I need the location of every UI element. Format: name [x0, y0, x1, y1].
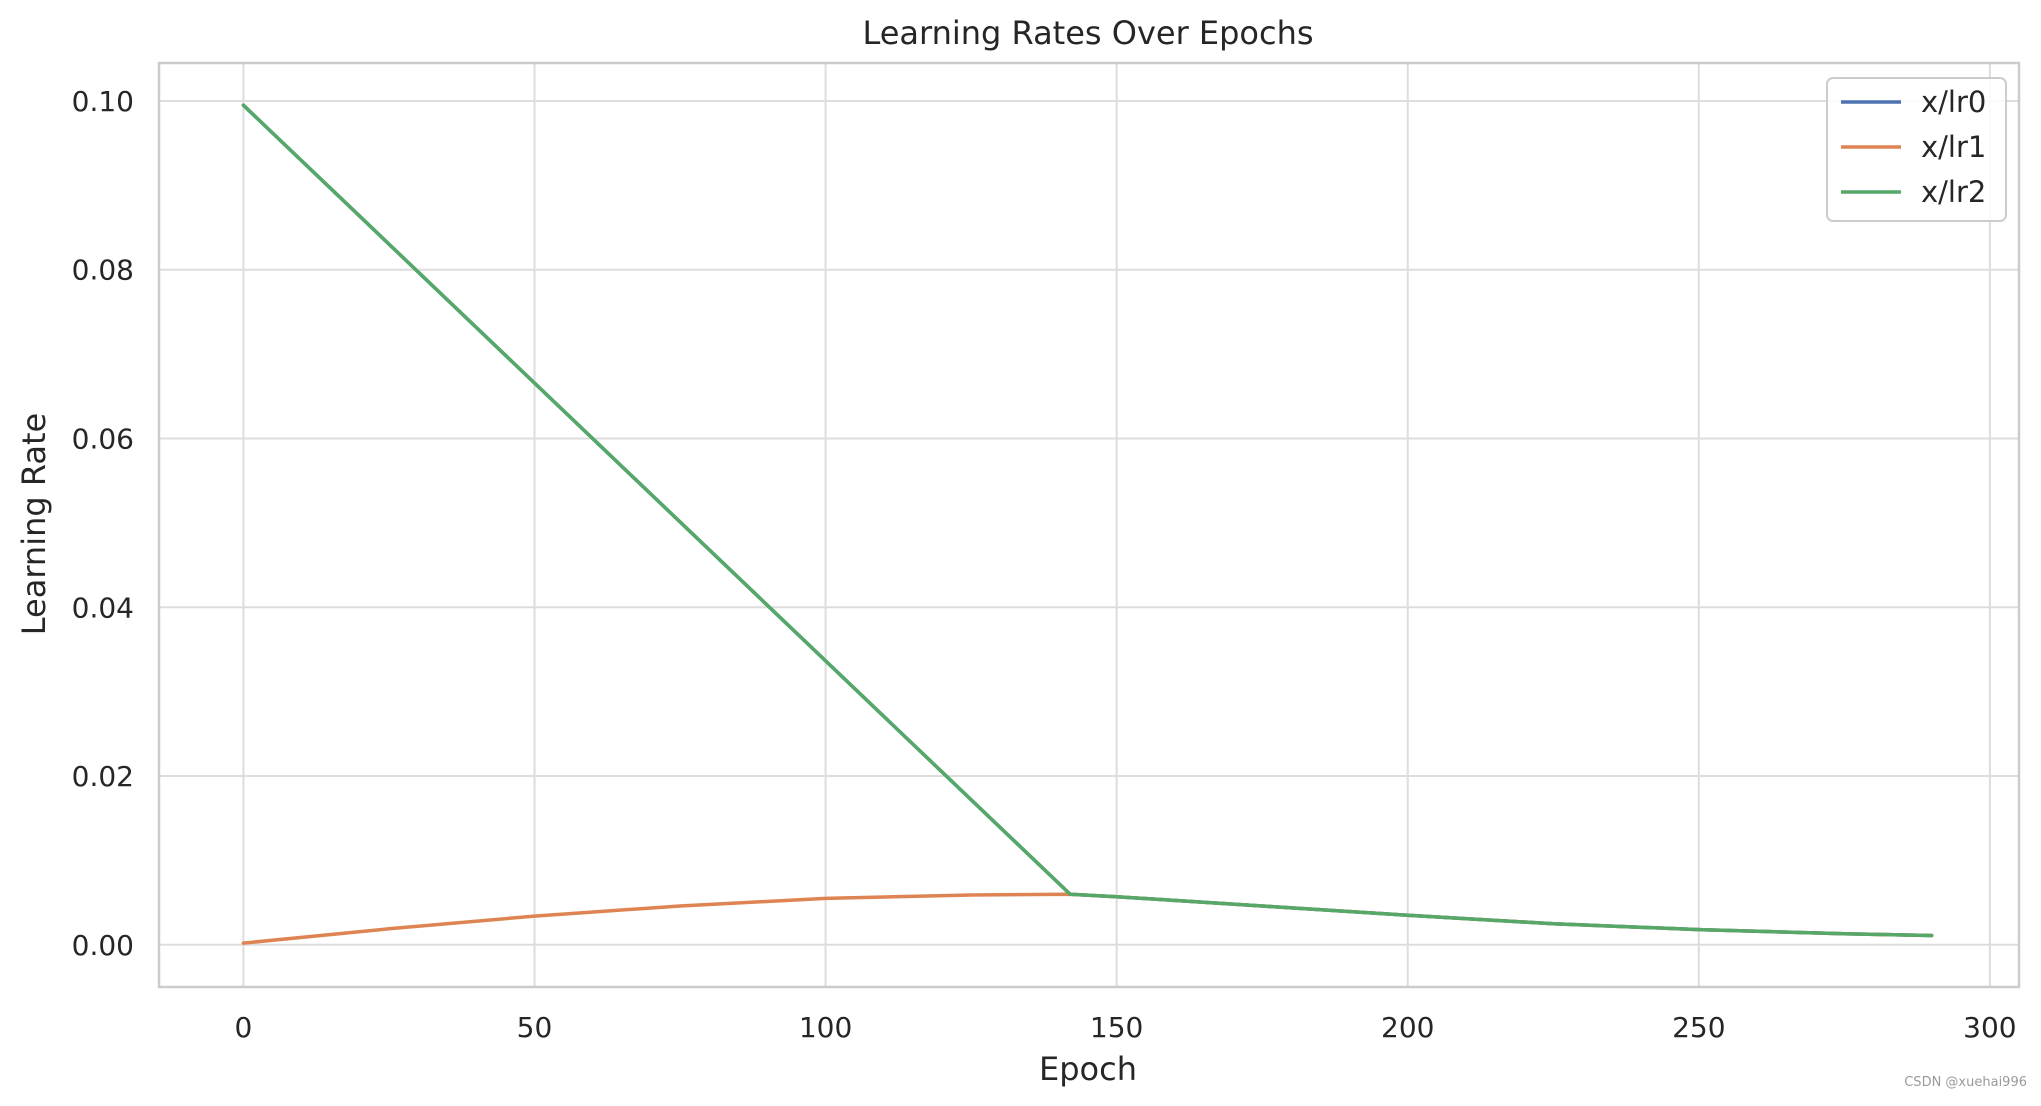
legend-label: x/lr1 [1921, 130, 1986, 164]
series-layer [241, 103, 1934, 945]
legend: x/lr0 x/lr1 x/lr2 [1826, 77, 2007, 222]
x-tick-label: 250 [1672, 1011, 1725, 1044]
watermark: CSDN @xuehai996 [1904, 1075, 2027, 1090]
x-tick-label: 150 [1090, 1011, 1143, 1044]
x-tick-label: 0 [234, 1011, 252, 1044]
y-tick-label: 0.10 [72, 85, 134, 118]
y-tick-label: 0.04 [72, 591, 134, 624]
legend-box [1826, 77, 2007, 222]
y-tick-label: 0.02 [72, 760, 134, 793]
y-tick-label: 0.00 [72, 929, 134, 962]
legend-label: x/lr0 [1921, 85, 1986, 119]
x-tick-label: 50 [517, 1011, 553, 1044]
grid-lines [159, 63, 2019, 987]
y-axis-title: Learning Rate [15, 413, 53, 635]
x-tick-label: 300 [1963, 1011, 2016, 1044]
plot-area-frame [157, 61, 2021, 989]
x-tick-label: 200 [1381, 1011, 1434, 1044]
x-tick-label: 100 [799, 1011, 852, 1044]
series-line-x-lr2 [241, 103, 1934, 938]
legend-label: x/lr2 [1921, 175, 1986, 209]
x-tick-labels: 0 50 100 150 200 250 300 [234, 1011, 2016, 1044]
y-tick-label: 0.06 [72, 423, 134, 456]
y-tick-label: 0.08 [72, 254, 134, 287]
x-axis-title: Epoch [1039, 1050, 1137, 1088]
chart-title: Learning Rates Over Epochs [862, 14, 1313, 52]
y-tick-labels: 0.00 0.02 0.04 0.06 0.08 0.10 [72, 85, 134, 962]
